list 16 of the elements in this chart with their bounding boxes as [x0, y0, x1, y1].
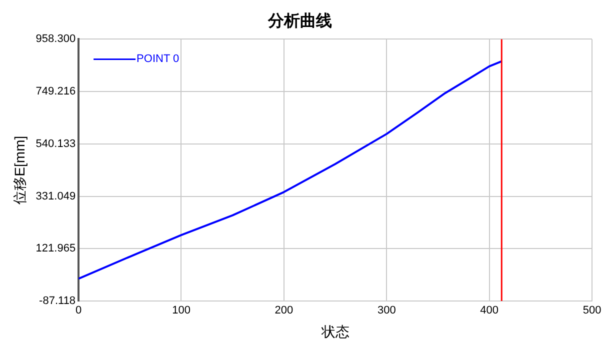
x-tick-label: 100 [172, 304, 190, 317]
y-tick-label: 958.300 [36, 33, 76, 46]
y-tick-label: -87.118 [39, 295, 76, 308]
x-tick-label: 200 [274, 304, 294, 317]
y-tick-label: 540.133 [36, 138, 76, 150]
x-tick-label: 500 [582, 304, 602, 317]
chart-title: 分析曲线 [267, 12, 332, 30]
x-axis-title: 状态 [320, 323, 350, 340]
x-tick-label: 400 [480, 304, 498, 317]
legend-label: POINT 0 [136, 53, 180, 66]
y-axis-title: 位移E[mm] [11, 136, 28, 204]
x-tick-label: 300 [377, 304, 396, 317]
y-tick-label: 749.216 [36, 86, 76, 98]
y-tick-label: 121.965 [36, 242, 76, 255]
y-tick-label: 331.049 [36, 190, 76, 202]
x-tick-label: 0 [76, 304, 82, 317]
